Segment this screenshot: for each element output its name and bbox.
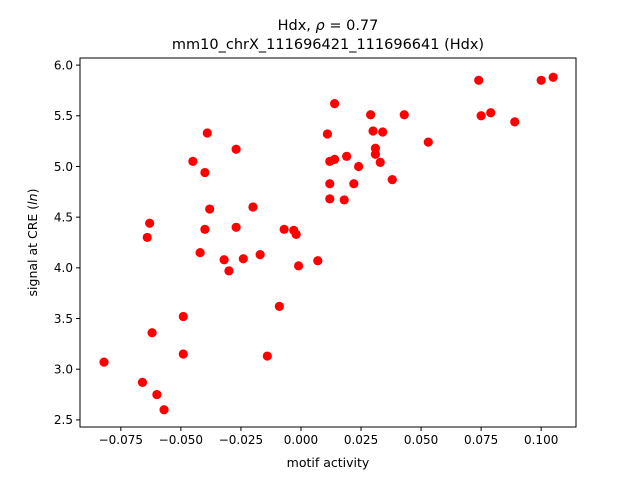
- data-point: [238, 254, 248, 264]
- data-point: [99, 357, 109, 367]
- y-tick-label: 5.0: [54, 160, 73, 174]
- x-tick-label: 0.000: [284, 433, 318, 447]
- y-tick-label: 3.5: [54, 312, 73, 326]
- y-axis-label-suffix: ): [25, 189, 40, 194]
- x-tick-label: −0.025: [219, 433, 263, 447]
- data-point: [231, 222, 241, 232]
- data-point: [291, 229, 301, 239]
- x-axis-ticks: −0.075 −0.050 −0.025 0.000 0.025 0.050 0.075 0.…: [99, 427, 558, 447]
- x-tick-label: 0.100: [524, 433, 558, 447]
- title-correlation: = 0.77: [325, 18, 379, 34]
- data-point: [474, 75, 484, 85]
- data-point: [375, 157, 385, 168]
- y-axis-label-prefix: signal at CRE (: [25, 205, 40, 297]
- data-point: [325, 179, 335, 189]
- data-point: [322, 129, 332, 139]
- data-point: [342, 151, 352, 161]
- data-point: [423, 137, 433, 147]
- data-point: [293, 261, 304, 271]
- title-text: Hdx,: [278, 18, 316, 34]
- data-point: [330, 99, 340, 109]
- x-tick-label: −0.075: [99, 433, 143, 447]
- x-tick-label: −0.050: [159, 433, 203, 447]
- data-point: [370, 149, 381, 159]
- data-point: [279, 224, 289, 234]
- data-point: [339, 195, 349, 205]
- data-point: [536, 75, 546, 85]
- data-point: [255, 250, 265, 260]
- data-point: [510, 117, 520, 127]
- data-point: [387, 175, 397, 185]
- data-point: [188, 156, 198, 166]
- data-point: [366, 110, 376, 120]
- data-point: [142, 232, 152, 243]
- data-point: [202, 128, 212, 138]
- data-point: [399, 110, 409, 120]
- data-point: [231, 144, 241, 154]
- y-axis-ticks: 2.5 3.0 3.5 4.0 4.5 5.0 5.5 6.0: [54, 58, 80, 427]
- y-axis-label-ln: ln: [25, 193, 40, 204]
- data-point: [313, 256, 323, 266]
- data-point: [205, 204, 215, 214]
- title-rho-symbol: ρ: [316, 18, 326, 34]
- x-tick-label: 0.050: [404, 433, 438, 447]
- data-point: [159, 405, 169, 415]
- y-tick-label: 2.5: [54, 413, 73, 427]
- y-tick-label: 3.0: [54, 363, 73, 377]
- data-point: [476, 111, 486, 121]
- data-point: [349, 179, 359, 189]
- data-point: [224, 266, 234, 276]
- y-tick-label: 6.0: [54, 58, 73, 72]
- data-point: [178, 311, 188, 322]
- data-point: [548, 72, 558, 82]
- data-point: [354, 161, 364, 172]
- y-axis-label: signal at CRE (ln): [25, 189, 40, 297]
- data-point: [195, 248, 205, 258]
- x-tick-label: 0.075: [464, 433, 498, 447]
- chart-subtitle: mm10_chrX_111696421_111696641 (Hdx): [172, 37, 484, 53]
- data-point: [147, 328, 157, 338]
- data-point: [378, 127, 388, 137]
- data-point: [274, 301, 284, 311]
- data-point: [145, 218, 155, 228]
- data-point: [330, 154, 340, 164]
- data-point: [486, 108, 496, 118]
- axes-frame: [79, 57, 577, 428]
- data-point: [137, 377, 148, 387]
- data-point: [178, 349, 188, 359]
- chart-title: Hdx, ρ = 0.77: [278, 18, 379, 34]
- data-point: [219, 255, 229, 265]
- data-point: [200, 224, 210, 234]
- data-point: [368, 126, 378, 136]
- data-point: [152, 389, 162, 400]
- y-tick-label: 4.0: [54, 261, 73, 275]
- y-tick-label: 5.5: [54, 109, 73, 123]
- data-points: [99, 72, 558, 415]
- y-tick-label: 4.5: [54, 210, 73, 224]
- x-axis-label: motif activity: [287, 455, 370, 470]
- data-point: [262, 351, 272, 361]
- data-point: [200, 167, 210, 178]
- x-tick-label: 0.025: [344, 433, 378, 447]
- data-point: [248, 202, 258, 212]
- data-point: [325, 194, 335, 204]
